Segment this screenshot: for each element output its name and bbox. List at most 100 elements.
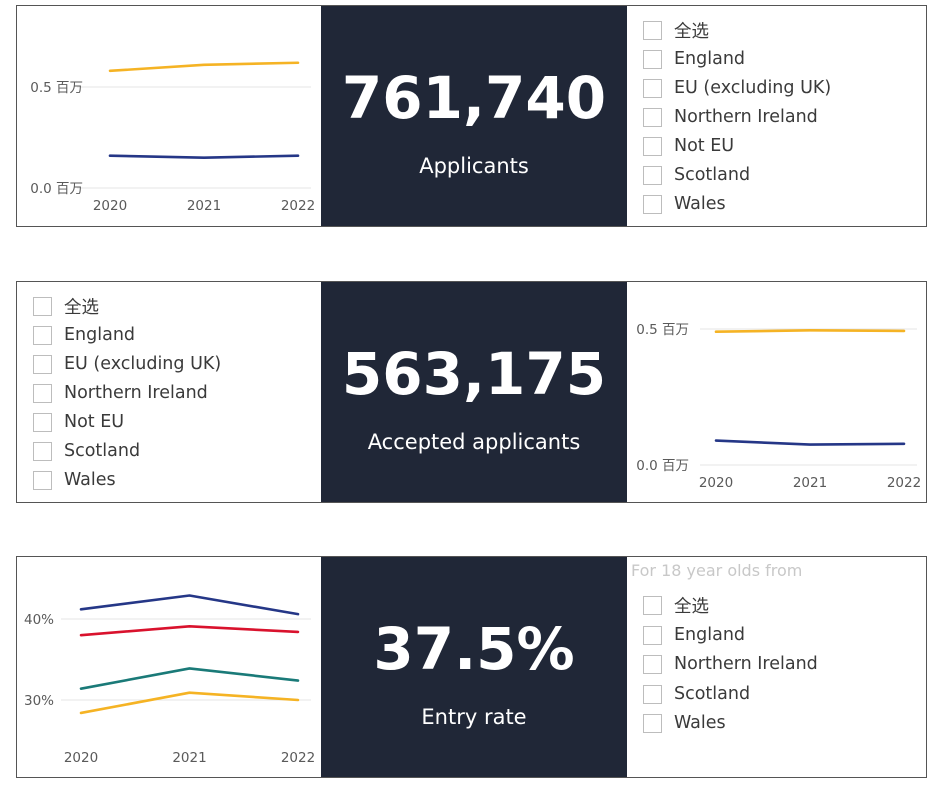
x-tick-label: 2020 [699,475,733,491]
checkbox[interactable] [33,383,52,403]
option-label: 全选 [674,21,709,42]
slicer-option-not-eu[interactable]: Not EU [33,410,124,434]
option-label: Not EU [674,136,735,156]
x-tick-label: 2020 [93,198,127,214]
applicants-kpi-label: Applicants [419,154,529,178]
accepted-kpi-value: 563,175 [341,340,607,408]
x-tick-label: 2021 [172,750,206,766]
checkbox[interactable] [33,296,52,316]
option-label: EU (excluding UK) [64,354,222,374]
entry-rate-kpi-card: 37.5% Entry rate [321,557,627,777]
applicants-kpi-card: 761,740 Applicants [321,6,627,226]
y-tick-label: 30% [24,693,54,709]
checkbox[interactable] [643,107,662,127]
x-tick-label: 2022 [281,198,315,214]
series-line [108,61,300,73]
option-label: England [674,49,746,69]
checkbox[interactable] [33,325,52,345]
line-chart-svg: 0.0 百万 0.5 百万 2020 2021 2022 [636,322,921,491]
option-label: Wales [64,470,116,490]
line-chart-svg: 30% 40% 2020 2021 2022 [24,594,315,766]
slicer-title: For 18 year olds from [631,561,803,580]
checkbox[interactable] [643,165,662,185]
series-line [108,154,300,159]
option-label: Scotland [64,441,141,461]
checkbox[interactable] [33,441,52,461]
accepted-trend-chart: 0.0 百万 0.5 百万 2020 2021 2022 [627,282,926,502]
slicer-option-england[interactable]: England [643,47,745,71]
checkbox[interactable] [643,684,662,704]
slicer-option-northern-ireland[interactable]: Northern Ireland [643,652,818,676]
option-label: Northern Ireland [674,107,818,127]
y-tick-label: 0.5 百万 [30,80,83,96]
slicer-option-wales[interactable]: Wales [643,711,726,735]
option-label: England [64,325,136,345]
x-tick-label: 2021 [793,475,827,491]
entry-rate-trend-chart: 30% 40% 2020 2021 2022 [17,557,321,777]
option-label: Northern Ireland [674,654,818,674]
applicants-region-slicer: 全选 England EU (excluding UK) Northern Ir… [627,6,926,226]
checkbox[interactable] [643,595,662,615]
option-label: Wales [674,194,726,214]
slicer-option-england[interactable]: England [643,623,745,647]
checkbox[interactable] [643,713,662,733]
checkbox[interactable] [643,20,662,40]
checkbox[interactable] [33,470,52,490]
y-tick-label: 0.0 百万 [30,181,83,197]
entry-rate-panel: 30% 40% 2020 2021 2022 37.5% Entry rate For … [16,556,927,778]
slicer-option-select-all[interactable]: 全选 [643,18,709,42]
option-label: England [674,625,746,645]
slicer-option-not-eu[interactable]: Not EU [643,134,734,158]
accepted-kpi-card: 563,175 Accepted applicants [321,282,627,502]
series-line [714,329,906,334]
accepted-region-slicer: 全选 England EU (excluding UK) Northern Ir… [17,282,321,502]
x-tick-label: 2022 [281,750,315,766]
slicer-option-select-all[interactable]: 全选 [643,593,709,617]
accepted-kpi-label: Accepted applicants [367,430,581,454]
slicer-option-wales[interactable]: Wales [643,192,726,216]
applicants-trend-chart: 0.0 百万 0.5 百万 2020 2021 2022 [17,6,321,226]
entry-rate-kpi-label: Entry rate [421,705,527,729]
checkbox[interactable] [643,49,662,69]
slicer-option-england[interactable]: England [33,323,135,347]
option-label: 全选 [674,596,709,617]
applicants-panel: 0.0 百万 0.5 百万 2020 2021 2022 761,740 Applica… [16,5,927,227]
option-label: EU (excluding UK) [674,78,832,98]
y-tick-label: 40% [24,612,54,628]
slicer-option-scotland[interactable]: Scotland [33,439,140,463]
series-line [79,667,300,690]
option-label: Not EU [64,412,125,432]
accepted-panel: 全选 England EU (excluding UK) Northern Ir… [16,281,927,503]
series-line [79,594,300,616]
checkbox[interactable] [643,78,662,98]
checkbox[interactable] [643,625,662,645]
y-tick-label: 0.5 百万 [636,322,689,338]
series-line [79,691,300,715]
x-tick-label: 2021 [187,198,221,214]
x-tick-label: 2020 [64,750,98,766]
slicer-option-select-all[interactable]: 全选 [33,294,99,318]
checkbox[interactable] [33,412,52,432]
option-label: Northern Ireland [64,383,208,403]
checkbox[interactable] [643,136,662,156]
entry-rate-kpi-value: 37.5% [373,615,575,683]
slicer-option-wales[interactable]: Wales [33,468,116,492]
series-line [79,624,300,637]
applicants-kpi-value: 761,740 [341,64,607,132]
option-label: Scotland [674,165,751,185]
y-tick-label: 0.0 百万 [636,458,689,474]
line-chart-svg: 0.0 百万 0.5 百万 2020 2021 2022 [30,61,315,214]
checkbox[interactable] [33,354,52,374]
series-line [714,439,906,446]
checkbox[interactable] [643,194,662,214]
slicer-option-northern-ireland[interactable]: Northern Ireland [33,381,208,405]
slicer-option-scotland[interactable]: Scotland [643,682,750,706]
slicer-option-northern-ireland[interactable]: Northern Ireland [643,105,818,129]
option-label: Wales [674,713,726,733]
slicer-option-scotland[interactable]: Scotland [643,163,750,187]
option-label: 全选 [64,297,99,318]
slicer-option-eu[interactable]: EU (excluding UK) [33,352,221,376]
slicer-option-eu[interactable]: EU (excluding UK) [643,76,831,100]
checkbox[interactable] [643,654,662,674]
entry-rate-region-slicer: For 18 year olds from 全选 England Norther… [627,557,926,777]
